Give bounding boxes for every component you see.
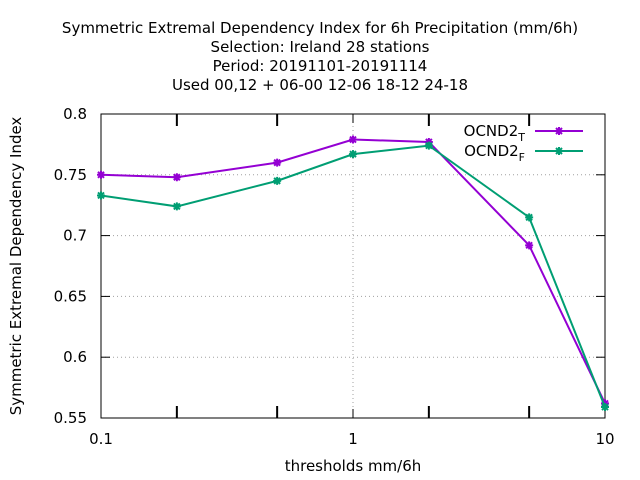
data-point xyxy=(601,403,609,412)
data-point xyxy=(172,202,181,211)
y-axis-label: Symmetric Extremal Dependency Index xyxy=(7,117,25,416)
x-tick-label: 1 xyxy=(348,430,358,448)
data-point xyxy=(172,173,181,182)
title-line: Selection: Ireland 28 stations xyxy=(211,38,430,56)
data-point xyxy=(525,213,534,222)
data-point xyxy=(97,191,105,200)
point-marker xyxy=(97,191,105,200)
point-marker xyxy=(525,241,534,250)
legend-name: OCND2 xyxy=(464,142,519,160)
legend-label: OCND2T xyxy=(464,122,526,144)
point-marker xyxy=(349,150,357,159)
tick-labels: 0.55 0.6 0.65 0.7 0.75 0.8 0.1 1 10 xyxy=(54,105,615,448)
title-line: Symmetric Extremal Dependency Index for … xyxy=(62,19,578,37)
title-line: Used 00,12 + 06-00 12-06 18-12 24-18 xyxy=(172,76,468,94)
point-marker xyxy=(555,127,563,135)
legend-entry: OCND2F xyxy=(464,142,583,164)
data-point xyxy=(349,135,357,144)
title-line: Period: 20191101-20191114 xyxy=(213,57,428,75)
point-marker xyxy=(424,141,433,150)
y-tick-label: 0.55 xyxy=(54,409,87,427)
point-marker xyxy=(172,173,181,182)
data-point xyxy=(97,170,105,179)
data-point xyxy=(525,241,534,250)
point-marker xyxy=(555,147,563,155)
series xyxy=(97,135,609,412)
data-point xyxy=(349,150,357,159)
legend-name: OCND2 xyxy=(464,122,519,140)
x-tick-label: 10 xyxy=(595,430,614,448)
x-tick-label: 0.1 xyxy=(89,430,113,448)
point-marker xyxy=(273,158,282,167)
legend-label: OCND2F xyxy=(464,142,525,164)
x-axis-label: thresholds mm/6h xyxy=(285,457,422,475)
y-tick-label: 0.75 xyxy=(54,166,87,184)
grid xyxy=(101,114,605,418)
legend-subscript: T xyxy=(517,131,525,144)
data-point xyxy=(555,147,563,155)
point-marker xyxy=(97,170,105,179)
y-tick-label: 0.7 xyxy=(63,227,87,245)
plot-border xyxy=(100,113,606,419)
y-tick-label: 0.6 xyxy=(63,348,87,366)
chart-title: Symmetric Extremal Dependency Index for … xyxy=(62,19,578,94)
legend-entry: OCND2T xyxy=(464,122,583,144)
data-point xyxy=(273,176,282,185)
point-marker xyxy=(273,176,282,185)
data-point xyxy=(555,127,563,135)
point-marker xyxy=(601,403,609,412)
point-marker xyxy=(349,135,357,144)
legend-subscript: F xyxy=(519,151,525,164)
data-point xyxy=(273,158,282,167)
data-point xyxy=(424,141,433,150)
point-marker xyxy=(172,202,181,211)
series-1 xyxy=(97,141,609,412)
point-marker xyxy=(525,213,534,222)
series-line xyxy=(100,144,606,408)
y-tick-label: 0.65 xyxy=(54,287,87,305)
y-tick-label: 0.8 xyxy=(63,105,87,123)
